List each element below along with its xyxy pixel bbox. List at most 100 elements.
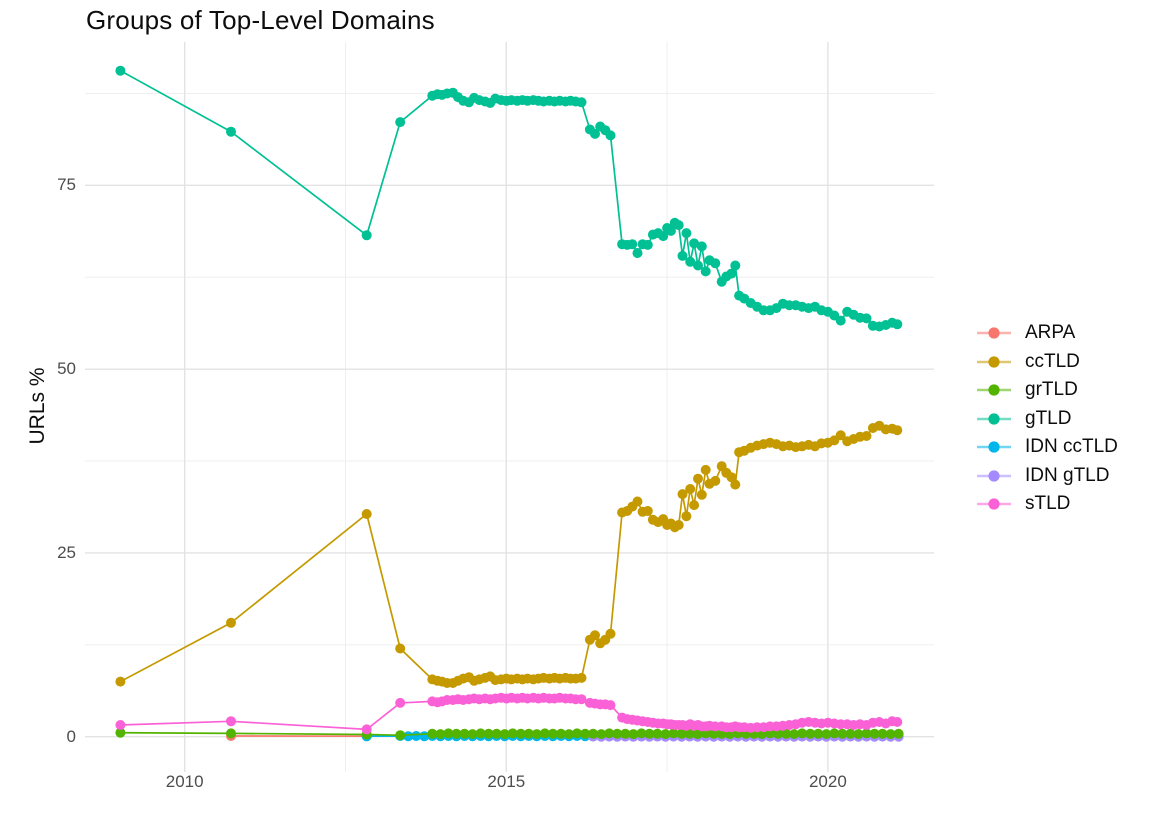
chart-title: Groups of Top-Level Domains — [86, 5, 435, 35]
data-point-grtld — [451, 728, 462, 739]
data-point-gtld — [710, 258, 721, 269]
data-point-grtld — [564, 729, 574, 740]
y-tick-label: 25 — [57, 542, 76, 562]
data-point-gtld — [689, 238, 700, 249]
data-point-gtld — [726, 268, 737, 279]
data-point-grtld — [628, 729, 639, 740]
data-point-grtld — [877, 728, 888, 739]
data-point-cctld — [892, 425, 903, 436]
data-point-grtld — [829, 728, 840, 739]
legend-item-cctld: ccTLD — [976, 348, 1118, 377]
data-point-gtld — [696, 241, 707, 252]
data-point-grtld — [765, 728, 775, 739]
data-point-gtld — [665, 225, 676, 236]
data-point-gtld — [677, 250, 688, 261]
data-point-grtld — [459, 728, 470, 739]
data-point-stld — [576, 694, 587, 705]
data-point-grtld — [692, 729, 703, 740]
data-point-gtld — [627, 239, 638, 250]
data-point-gtld — [226, 126, 236, 137]
data-point-grtld — [837, 728, 848, 739]
data-point-grtld — [531, 729, 542, 740]
data-point-cctld — [696, 489, 707, 500]
data-point-grtld — [797, 728, 808, 739]
data-point-grtld — [483, 728, 494, 739]
legend-item-gtld: gTLD — [976, 405, 1118, 434]
data-point-cctld — [361, 509, 372, 519]
data-point-gtld — [681, 228, 692, 239]
data-point-gtld — [700, 266, 711, 277]
data-point-grtld — [604, 728, 615, 739]
data-point-grtld — [684, 728, 695, 739]
data-point-grtld — [845, 728, 856, 739]
data-point-grtld — [668, 728, 679, 739]
data-point-cctld — [590, 630, 600, 641]
data-point-grtld — [226, 728, 236, 739]
data-point-grtld — [556, 728, 566, 739]
data-point-stld — [361, 724, 372, 735]
y-tick-label: 50 — [57, 359, 76, 379]
data-point-grtld — [789, 729, 800, 740]
data-point-stld — [115, 720, 126, 730]
series-cctld — [115, 420, 903, 688]
data-point-gtld — [892, 319, 903, 330]
data-point-cctld — [700, 464, 711, 475]
data-point-grtld — [893, 728, 904, 739]
data-point-grtld — [580, 728, 591, 739]
data-point-grtld — [475, 728, 486, 739]
data-point-cctld — [115, 676, 126, 687]
data-point-cctld — [730, 479, 741, 490]
data-point-gtld — [395, 117, 406, 128]
data-point-grtld — [115, 727, 126, 738]
legend-key-gtld-icon — [977, 413, 1011, 425]
data-point-grtld — [588, 728, 599, 739]
data-point-grtld — [547, 728, 558, 739]
grid-major — [85, 42, 934, 772]
data-point-grtld — [676, 728, 687, 739]
legend-key-idn-gtld-icon — [977, 470, 1011, 482]
data-point-grtld — [572, 728, 582, 739]
data-point-gtld — [693, 260, 703, 271]
data-point-grtld — [885, 729, 896, 740]
legend-label: IDN gTLD — [1025, 464, 1110, 486]
data-point-idn-cctld — [403, 731, 414, 742]
data-point-gtld — [730, 260, 741, 271]
data-point-cctld — [835, 430, 846, 441]
data-point-grtld — [395, 730, 406, 741]
data-point-gtld — [835, 315, 846, 326]
data-point-gtld — [590, 128, 600, 139]
data-point-gtld — [605, 130, 616, 141]
data-point-grtld — [523, 728, 534, 739]
data-point-grtld — [507, 728, 518, 739]
legend-label: grTLD — [1025, 379, 1078, 401]
data-point-grtld — [539, 728, 550, 739]
data-point-cctld — [681, 511, 692, 522]
series-stld — [115, 692, 903, 735]
data-point-stld — [605, 700, 616, 711]
legend-label: IDN ccTLD — [1025, 436, 1118, 458]
data-point-cctld — [685, 484, 696, 494]
legend-item-arpa: ARPA — [976, 319, 1118, 348]
data-point-grtld — [620, 728, 631, 739]
data-point-grtld — [821, 729, 832, 740]
data-point-gtld — [861, 313, 872, 324]
data-point-gtld — [673, 220, 684, 231]
legend-label: sTLD — [1025, 493, 1071, 515]
legend-label: ccTLD — [1025, 350, 1080, 372]
data-point-grtld — [853, 729, 864, 740]
data-point-grtld — [612, 728, 623, 739]
legend-key-stld-icon — [977, 498, 1011, 510]
legend-item-stld: sTLD — [976, 490, 1118, 519]
data-point-gtld — [642, 239, 653, 250]
data-point-cctld — [576, 672, 587, 683]
data-point-grtld — [467, 729, 478, 740]
data-point-gtld — [361, 230, 372, 241]
data-point-grtld — [443, 728, 454, 739]
legend-key-cctld-icon — [977, 356, 1011, 368]
data-point-gtld — [658, 231, 669, 242]
data-point-stld — [226, 716, 236, 727]
series-arpa — [226, 731, 372, 742]
data-point-cctld — [642, 506, 653, 516]
